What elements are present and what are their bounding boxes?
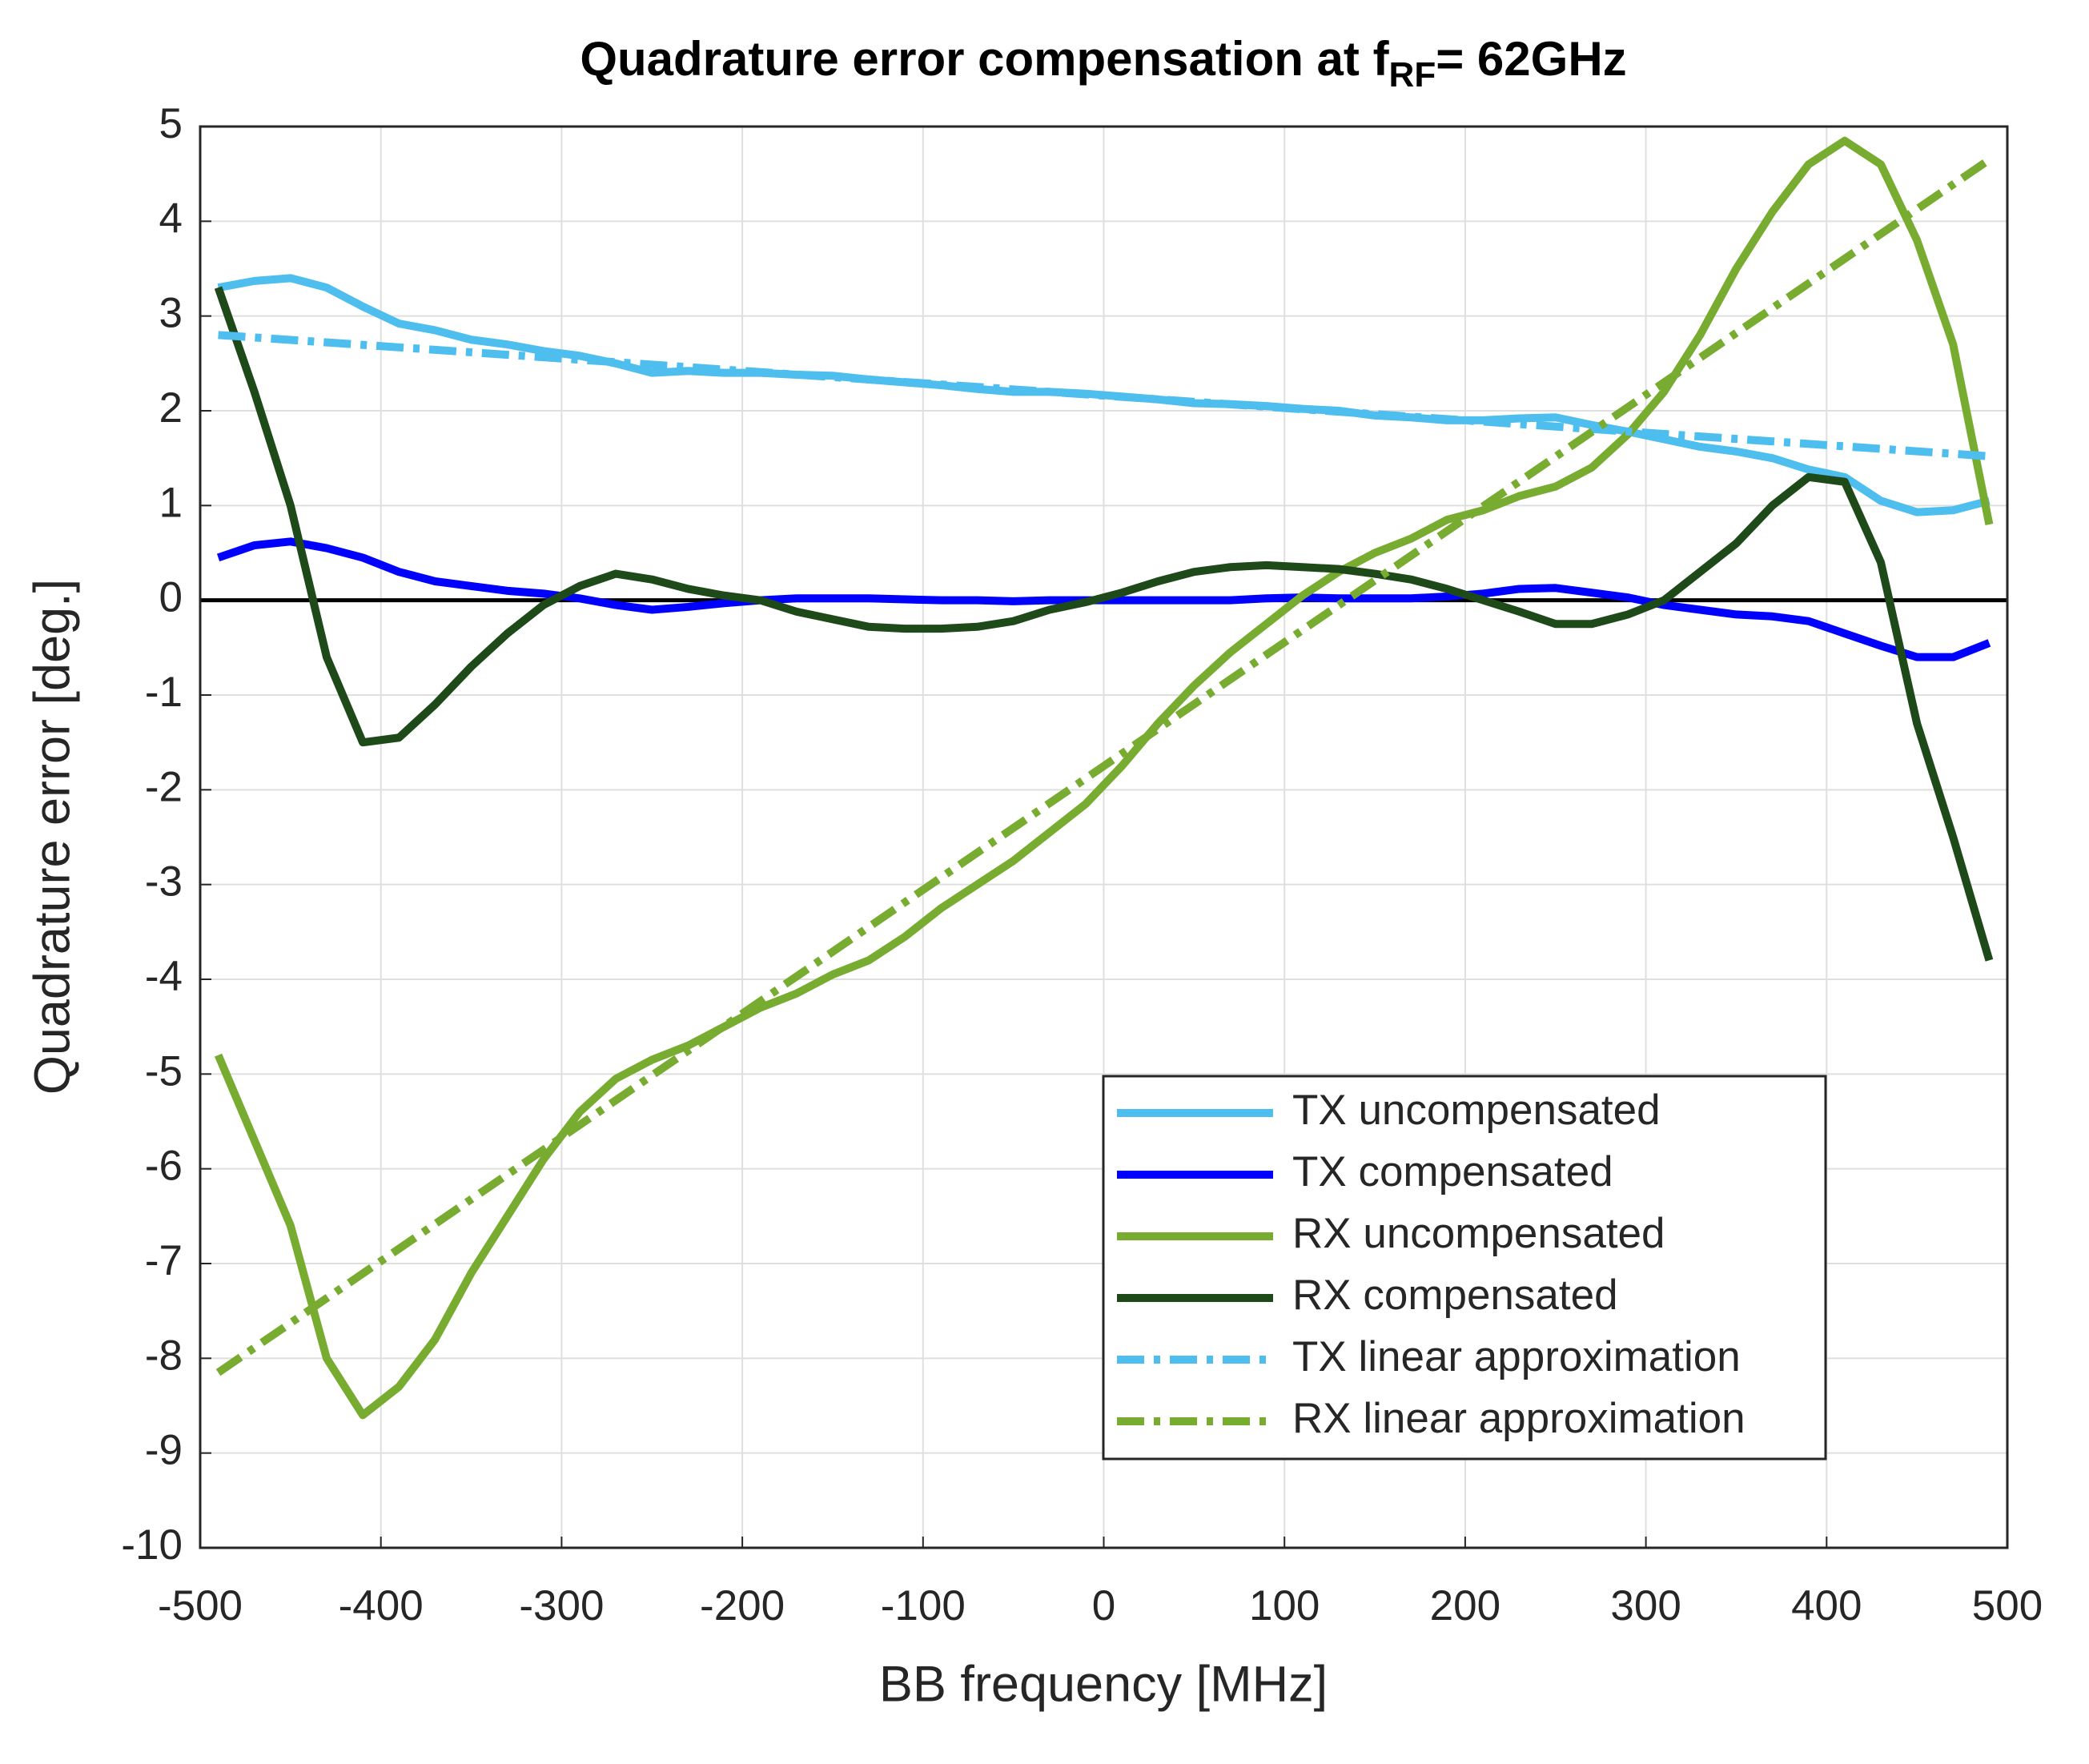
legend-label: RX uncompensated	[1292, 1210, 1665, 1257]
x-tick-label: 400	[1791, 1582, 1862, 1629]
y-tick-label: 3	[159, 290, 183, 337]
legend-box	[1102, 1075, 1827, 1461]
series-line	[218, 331, 1990, 460]
title-end: = 62GHz	[1436, 32, 1626, 86]
x-tick-label: 200	[1430, 1582, 1500, 1629]
x-tick-label: -500	[158, 1582, 243, 1629]
legend: TX uncompensated TX compensated RX uncompe…	[1102, 1075, 1827, 1461]
x-tick-label: -200	[700, 1582, 785, 1629]
y-tick-label: -7	[145, 1237, 183, 1284]
title-subscript: RF	[1389, 55, 1436, 94]
y-tick-label: -9	[145, 1427, 183, 1474]
plot-frame	[199, 125, 2009, 1549]
y-tick-label: -8	[145, 1332, 183, 1379]
y-tick-label: -4	[145, 953, 183, 1000]
series-line	[215, 156, 1992, 1376]
y-tick-label: 1	[159, 479, 183, 526]
legend-label: RX linear approximation	[1292, 1395, 1746, 1442]
x-tick-label: 0	[1092, 1582, 1115, 1629]
y-tick-label: 5	[159, 100, 183, 147]
y-axis-label: Quadrature error [deg.]	[25, 579, 81, 1095]
y-tick-label: -3	[145, 858, 183, 906]
chart-title: Quadrature error compensation at fRF= 62…	[580, 32, 1626, 94]
series-line	[214, 286, 1994, 962]
y-tick-label: 2	[159, 384, 183, 432]
x-tick-label: -400	[339, 1582, 424, 1629]
legend-label: RX compensated	[1292, 1272, 1618, 1319]
title-main: Quadrature error compensation at f	[580, 32, 1389, 86]
x-axis-label: BB frequency [MHz]	[879, 1657, 1328, 1713]
y-tick-label: -10	[121, 1521, 183, 1569]
y-tick-label: 0	[159, 574, 183, 621]
y-tick-label: -6	[145, 1143, 183, 1190]
x-tick-label: -300	[519, 1582, 604, 1629]
x-tick-label: 300	[1610, 1582, 1681, 1629]
legend-label: TX compensated	[1292, 1148, 1613, 1195]
y-tick-label: 4	[159, 195, 183, 242]
legend-label: TX uncompensated	[1292, 1087, 1661, 1134]
series-line	[214, 136, 1994, 1420]
x-tick-label: 100	[1249, 1582, 1320, 1629]
y-tick-label: -5	[145, 1047, 183, 1095]
y-tick-label: -1	[145, 669, 183, 716]
legend-label: TX linear approximation	[1292, 1333, 1741, 1380]
x-tick-label: 500	[1972, 1582, 2043, 1629]
x-tick-label: -100	[881, 1582, 966, 1629]
y-tick-label: -2	[145, 763, 183, 810]
